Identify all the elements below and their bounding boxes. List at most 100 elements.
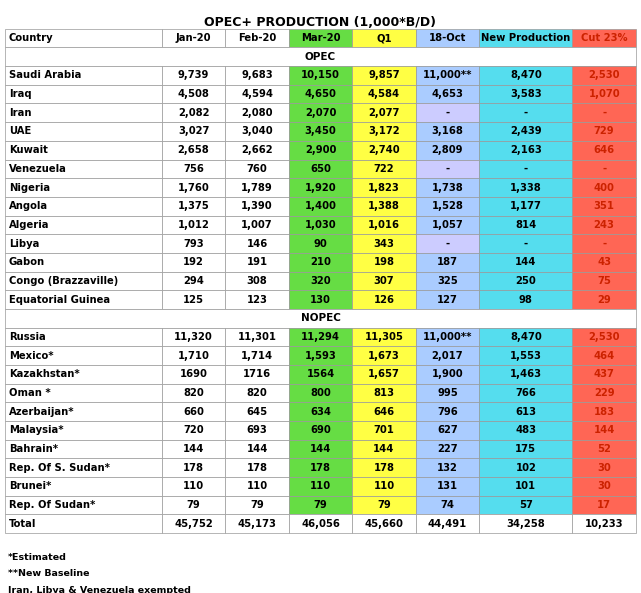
Bar <box>226 28 289 47</box>
Text: 1,338: 1,338 <box>510 183 542 193</box>
Text: Bahrain*: Bahrain* <box>9 444 58 454</box>
Text: -: - <box>524 108 528 118</box>
Bar <box>479 346 572 365</box>
Text: 1,714: 1,714 <box>241 350 273 361</box>
Bar <box>415 384 479 402</box>
Text: 627: 627 <box>437 425 458 435</box>
Bar <box>572 514 636 533</box>
Bar <box>162 290 226 309</box>
Text: -: - <box>524 164 528 174</box>
Bar <box>479 215 572 234</box>
Bar <box>415 514 479 533</box>
Text: 98: 98 <box>519 295 533 305</box>
Text: 144: 144 <box>373 444 395 454</box>
Bar <box>352 327 415 346</box>
Bar <box>479 66 572 85</box>
Text: 2,740: 2,740 <box>368 145 400 155</box>
Text: 1,900: 1,900 <box>431 369 463 380</box>
Bar <box>352 402 415 421</box>
Bar <box>162 122 226 141</box>
Text: 2,163: 2,163 <box>510 145 542 155</box>
Bar <box>162 402 226 421</box>
Text: Mar-20: Mar-20 <box>301 33 340 43</box>
Text: 1,673: 1,673 <box>368 350 400 361</box>
Text: Feb-20: Feb-20 <box>238 33 276 43</box>
Text: 2,530: 2,530 <box>588 71 620 81</box>
Bar <box>572 458 636 477</box>
Bar <box>5 197 162 215</box>
Text: 796: 796 <box>437 407 458 417</box>
Bar <box>415 458 479 477</box>
Bar <box>289 197 352 215</box>
Bar <box>162 215 226 234</box>
Bar <box>289 85 352 103</box>
Bar <box>415 496 479 514</box>
Bar <box>162 178 226 197</box>
Text: 144: 144 <box>594 425 615 435</box>
Text: Kuwait: Kuwait <box>9 145 48 155</box>
Text: 130: 130 <box>310 295 331 305</box>
Bar <box>226 122 289 141</box>
Bar <box>5 141 162 160</box>
Bar <box>289 234 352 253</box>
Text: 8,470: 8,470 <box>510 332 542 342</box>
Bar <box>162 85 226 103</box>
Text: 90: 90 <box>313 238 328 248</box>
Bar <box>5 477 162 496</box>
Bar <box>162 197 226 215</box>
Text: 198: 198 <box>374 257 394 267</box>
Bar <box>479 458 572 477</box>
Bar <box>226 421 289 439</box>
Bar <box>162 141 226 160</box>
Text: Iraq: Iraq <box>9 89 31 99</box>
Text: 483: 483 <box>515 425 537 435</box>
Text: 11,000**: 11,000** <box>422 71 472 81</box>
Text: -: - <box>445 108 449 118</box>
Text: 110: 110 <box>310 482 331 492</box>
Bar <box>415 477 479 496</box>
Bar <box>162 234 226 253</box>
Text: 4,650: 4,650 <box>304 89 337 99</box>
Bar <box>572 178 636 197</box>
Text: 43: 43 <box>597 257 611 267</box>
Text: 250: 250 <box>515 276 536 286</box>
Bar <box>572 28 636 47</box>
Text: 3,040: 3,040 <box>241 126 273 136</box>
Text: 995: 995 <box>437 388 458 398</box>
Bar <box>352 514 415 533</box>
Text: 793: 793 <box>183 238 204 248</box>
Bar <box>226 160 289 178</box>
Text: 79: 79 <box>187 500 201 510</box>
Text: 1,012: 1,012 <box>178 220 210 230</box>
Bar <box>415 215 479 234</box>
Bar <box>572 160 636 178</box>
Bar <box>572 477 636 496</box>
Text: 2,530: 2,530 <box>588 332 620 342</box>
Bar <box>352 122 415 141</box>
Text: -: - <box>445 238 449 248</box>
Text: OPEC: OPEC <box>305 52 336 62</box>
Text: 127: 127 <box>437 295 458 305</box>
Text: *Estimated: *Estimated <box>8 553 67 562</box>
Bar <box>572 496 636 514</box>
Text: 2,809: 2,809 <box>431 145 463 155</box>
Bar <box>352 272 415 290</box>
Text: 178: 178 <box>310 463 331 473</box>
Bar <box>162 384 226 402</box>
Bar <box>226 439 289 458</box>
Text: 1,738: 1,738 <box>431 183 463 193</box>
Text: 2,658: 2,658 <box>178 145 210 155</box>
Text: 820: 820 <box>183 388 204 398</box>
Text: 3,168: 3,168 <box>431 126 463 136</box>
Text: 9,683: 9,683 <box>241 71 273 81</box>
Text: 44,491: 44,491 <box>428 519 467 529</box>
Text: 1716: 1716 <box>243 369 271 380</box>
Bar <box>415 439 479 458</box>
Text: 351: 351 <box>594 201 615 211</box>
Bar <box>572 272 636 290</box>
Text: 400: 400 <box>594 183 615 193</box>
Text: 1,007: 1,007 <box>241 220 273 230</box>
Bar <box>415 402 479 421</box>
Bar <box>572 215 636 234</box>
Text: 4,508: 4,508 <box>178 89 210 99</box>
